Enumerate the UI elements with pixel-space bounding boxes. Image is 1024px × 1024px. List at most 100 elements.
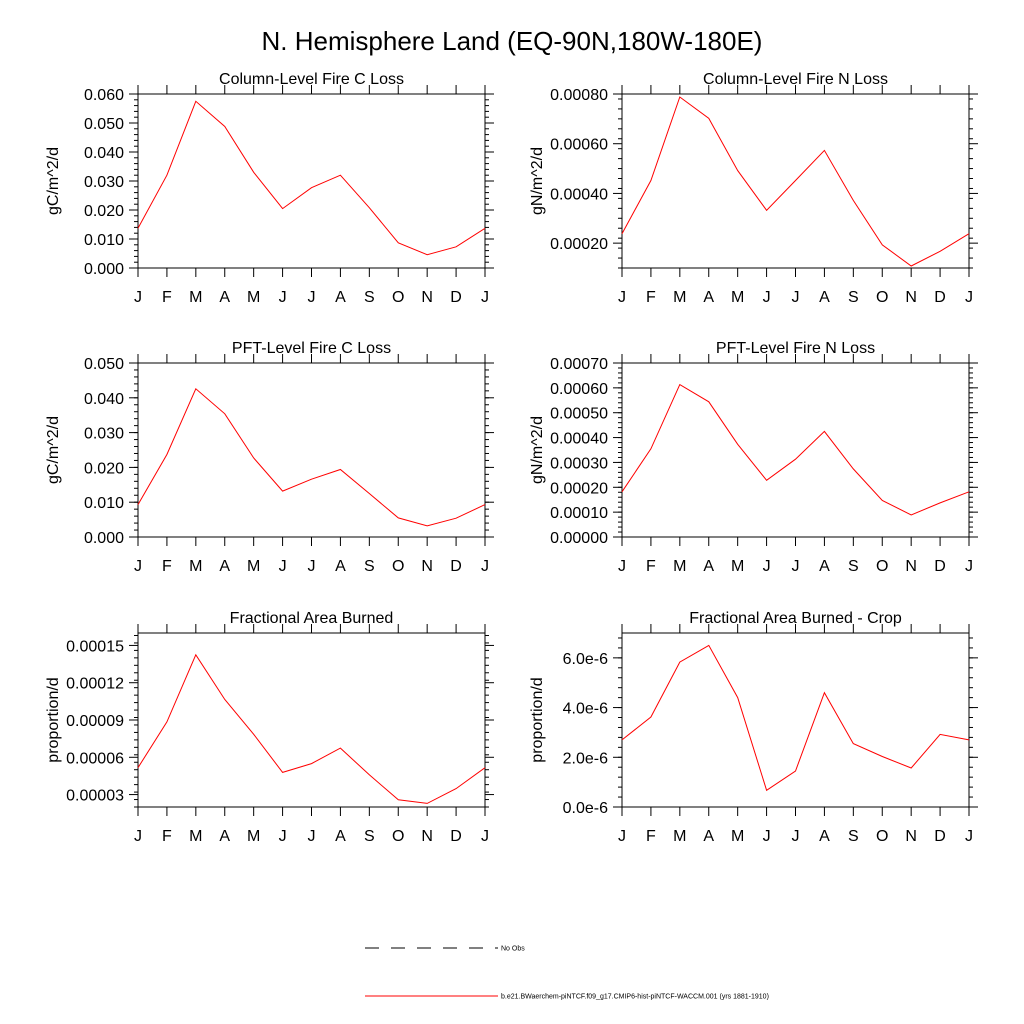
x-tick-label: J [134, 558, 142, 575]
x-tick-label: N [905, 828, 917, 845]
x-tick-label: O [392, 289, 404, 306]
plot-frame [137, 93, 486, 269]
y-tick-label: 4.0e-6 [563, 701, 608, 718]
x-tick-label: D [450, 558, 462, 575]
legend-model-label: b.e21.BWaerchem-piNTCF.f09_g17.CMIP6-his… [501, 994, 769, 1001]
x-tick-label: S [848, 828, 859, 845]
x-tick-label: O [392, 558, 404, 575]
x-tick-label: J [792, 289, 800, 306]
y-tick-label: 0.020 [84, 460, 124, 477]
series-line [621, 383, 970, 516]
legend: No Obs b.e21.BWaerchem-piNTCF.f09_g17.CM… [365, 946, 769, 1001]
x-tick-label: O [876, 828, 888, 845]
x-tick-label: A [219, 828, 230, 845]
y-tick-label: 2.0e-6 [563, 750, 608, 767]
plot-frame [137, 362, 486, 538]
x-tick-label: M [189, 289, 202, 306]
y-axis-label: gN/m^2/d [529, 147, 546, 215]
x-tick-label: J [965, 558, 973, 575]
y-tick-label: 0.00060 [550, 381, 608, 398]
y-tick-label: 0.0e-6 [563, 800, 608, 817]
y-tick-label: 0.030 [84, 426, 124, 443]
panel-title: PFT-Level Fire C Loss [232, 340, 391, 357]
x-tick-label: N [905, 558, 917, 575]
y-tick-label: 0.030 [84, 174, 124, 191]
x-tick-label: F [646, 289, 656, 306]
x-tick-label: D [934, 828, 946, 845]
panel-title: Fractional Area Burned - Crop [689, 610, 902, 627]
y-tick-label: 0.00060 [550, 137, 608, 154]
x-tick-label: J [792, 558, 800, 575]
x-tick-label: D [934, 558, 946, 575]
x-tick-label: F [162, 558, 172, 575]
y-axis-label: gC/m^2/d [45, 416, 62, 484]
x-tick-label: A [819, 828, 830, 845]
panel-title: Fractional Area Burned [230, 610, 394, 627]
x-tick-label: J [134, 289, 142, 306]
x-tick-label: J [618, 289, 626, 306]
y-tick-label: 0.050 [84, 356, 124, 373]
x-tick-label: J [618, 828, 626, 845]
x-tick-label: J [763, 558, 771, 575]
x-tick-label: M [247, 828, 260, 845]
x-tick-label: J [308, 289, 316, 306]
plot-frame [621, 362, 970, 538]
x-tick-label: D [450, 828, 462, 845]
plot-frame [621, 632, 970, 808]
series-line [137, 653, 486, 804]
x-tick-label: O [876, 289, 888, 306]
x-tick-label: M [189, 558, 202, 575]
x-tick-label: S [848, 558, 859, 575]
x-tick-label: J [134, 828, 142, 845]
y-tick-label: 6.0e-6 [563, 651, 608, 668]
x-tick-label: A [335, 828, 346, 845]
legend-obs-label: No Obs [501, 946, 525, 953]
x-tick-label: M [673, 289, 686, 306]
x-tick-label: N [421, 558, 433, 575]
x-tick-label: J [792, 828, 800, 845]
x-tick-label: O [392, 828, 404, 845]
x-tick-label: N [905, 289, 917, 306]
y-tick-label: 0.00020 [550, 236, 608, 253]
x-tick-label: S [364, 289, 375, 306]
y-axis-label: gC/m^2/d [45, 147, 62, 215]
y-tick-label: 0.000 [84, 530, 124, 547]
x-tick-label: J [308, 558, 316, 575]
x-tick-label: S [364, 558, 375, 575]
y-tick-label: 0.00009 [66, 713, 124, 730]
x-tick-label: J [279, 558, 287, 575]
x-tick-label: M [673, 828, 686, 845]
x-tick-label: J [279, 828, 287, 845]
y-tick-label: 0.050 [84, 116, 124, 133]
y-tick-label: 0.010 [84, 232, 124, 249]
x-tick-label: A [703, 289, 714, 306]
y-tick-label: 0.00010 [550, 505, 608, 522]
x-tick-label: J [763, 289, 771, 306]
y-tick-label: 0.00012 [66, 676, 124, 693]
x-tick-label: A [819, 558, 830, 575]
x-tick-label: J [481, 828, 489, 845]
plot-frame [137, 632, 486, 808]
y-tick-label: 0.00040 [550, 431, 608, 448]
x-tick-label: M [247, 289, 260, 306]
y-tick-label: 0.00070 [550, 356, 608, 373]
series-line [621, 644, 970, 792]
y-tick-label: 0.000 [84, 261, 124, 278]
x-tick-label: A [703, 558, 714, 575]
x-tick-label: F [162, 289, 172, 306]
x-tick-label: J [481, 558, 489, 575]
y-axis-label: proportion/d [45, 677, 62, 762]
figure-title: N. Hemisphere Land (EQ-90N,180W-180E) [262, 26, 763, 56]
y-tick-label: 0.00000 [550, 530, 608, 547]
x-tick-label: M [673, 558, 686, 575]
panel-title: PFT-Level Fire N Loss [716, 340, 875, 357]
x-tick-label: D [450, 289, 462, 306]
y-tick-label: 0.00006 [66, 750, 124, 767]
x-tick-label: M [189, 828, 202, 845]
x-tick-label: O [876, 558, 888, 575]
